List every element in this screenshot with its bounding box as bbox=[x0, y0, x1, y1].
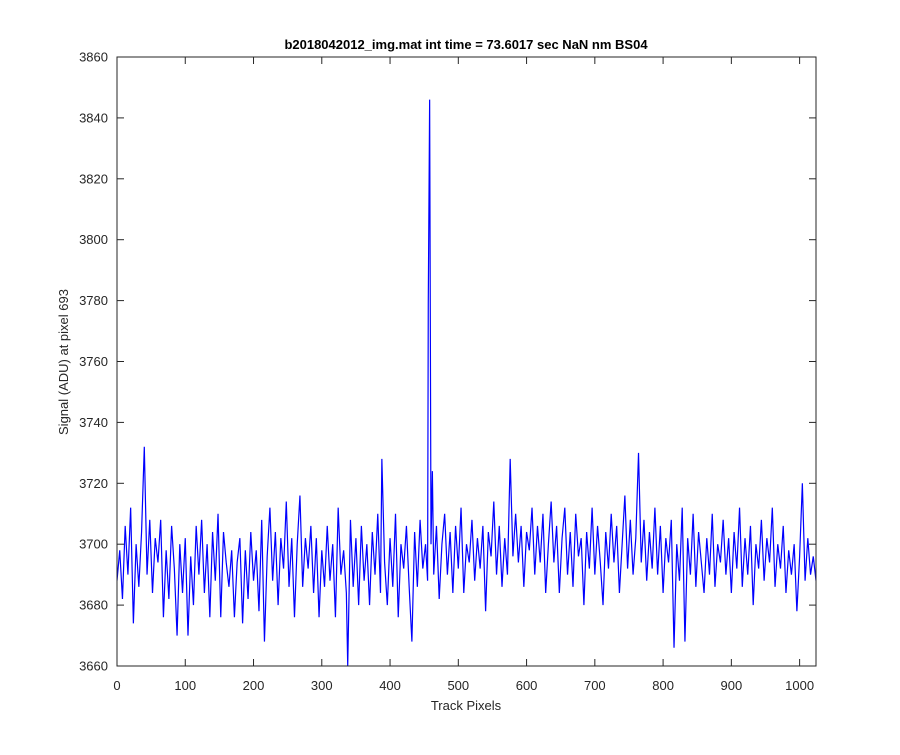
y-tick-label: 3720 bbox=[79, 476, 108, 491]
y-tick-label: 3780 bbox=[79, 293, 108, 308]
y-tick-label: 3700 bbox=[79, 537, 108, 552]
x-axis-label: Track Pixels bbox=[431, 698, 502, 713]
y-tick-label: 3660 bbox=[79, 659, 108, 674]
y-tick-label: 3740 bbox=[79, 415, 108, 430]
x-tick-label: 1000 bbox=[785, 678, 814, 693]
y-tick-label: 3860 bbox=[79, 50, 108, 65]
signal-line-series bbox=[117, 99, 816, 666]
x-tick-label: 200 bbox=[243, 678, 265, 693]
series-line-0 bbox=[117, 99, 816, 666]
y-tick-label: 3840 bbox=[79, 110, 108, 125]
x-tick-label: 500 bbox=[447, 678, 469, 693]
y-axis-label: Signal (ADU) at pixel 693 bbox=[56, 289, 71, 435]
chart-title: b2018042012_img.mat int time = 73.6017 s… bbox=[284, 37, 648, 52]
x-tick-label: 900 bbox=[721, 678, 743, 693]
y-tick-label: 3800 bbox=[79, 232, 108, 247]
x-tick-label: 700 bbox=[584, 678, 606, 693]
y-tick-label: 3760 bbox=[79, 354, 108, 369]
x-tick-label: 800 bbox=[652, 678, 674, 693]
y-tick-label: 3680 bbox=[79, 598, 108, 613]
x-tick-label: 100 bbox=[174, 678, 196, 693]
y-tick-label: 3820 bbox=[79, 171, 108, 186]
x-tick-label: 400 bbox=[379, 678, 401, 693]
x-tick-label: 600 bbox=[516, 678, 538, 693]
x-tick-label: 300 bbox=[311, 678, 333, 693]
x-tick-label: 0 bbox=[113, 678, 120, 693]
axes: 0 100 200 300 400 500 600 700 800 900 1000 3660 3680… bbox=[79, 50, 817, 693]
